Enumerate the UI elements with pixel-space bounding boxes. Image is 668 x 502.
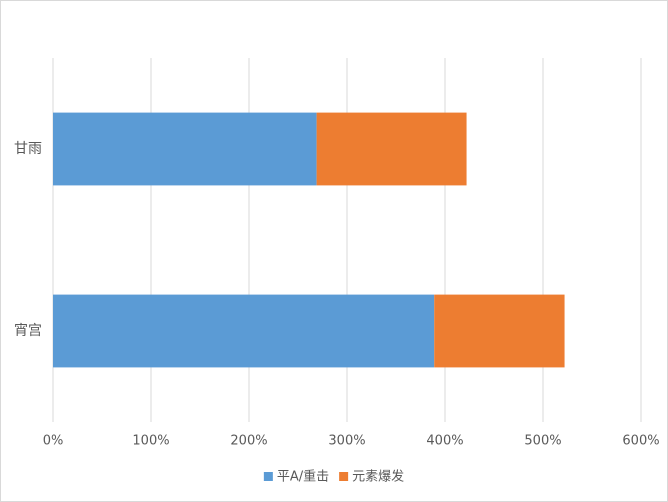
legend-label: 平A/重击 — [277, 469, 329, 485]
bar-segment — [53, 294, 435, 368]
bar-segment — [316, 112, 467, 186]
x-tick-label: 400% — [426, 434, 463, 449]
legend-swatch — [263, 472, 273, 481]
bar-segment — [434, 294, 565, 368]
bar-segment — [53, 112, 317, 186]
y-tick-label: 甘雨 — [14, 141, 42, 157]
x-tick-label: 500% — [524, 434, 561, 449]
y-tick-label: 宵宫 — [14, 322, 42, 339]
x-tick-label: 100% — [132, 434, 169, 449]
legend-swatch — [339, 472, 349, 481]
x-tick-label: 600% — [622, 434, 659, 449]
legend-label: 元素爆发 — [352, 469, 404, 485]
x-tick-label: 200% — [230, 434, 267, 449]
x-tick-label: 0% — [43, 434, 64, 449]
x-tick-label: 300% — [328, 434, 365, 449]
